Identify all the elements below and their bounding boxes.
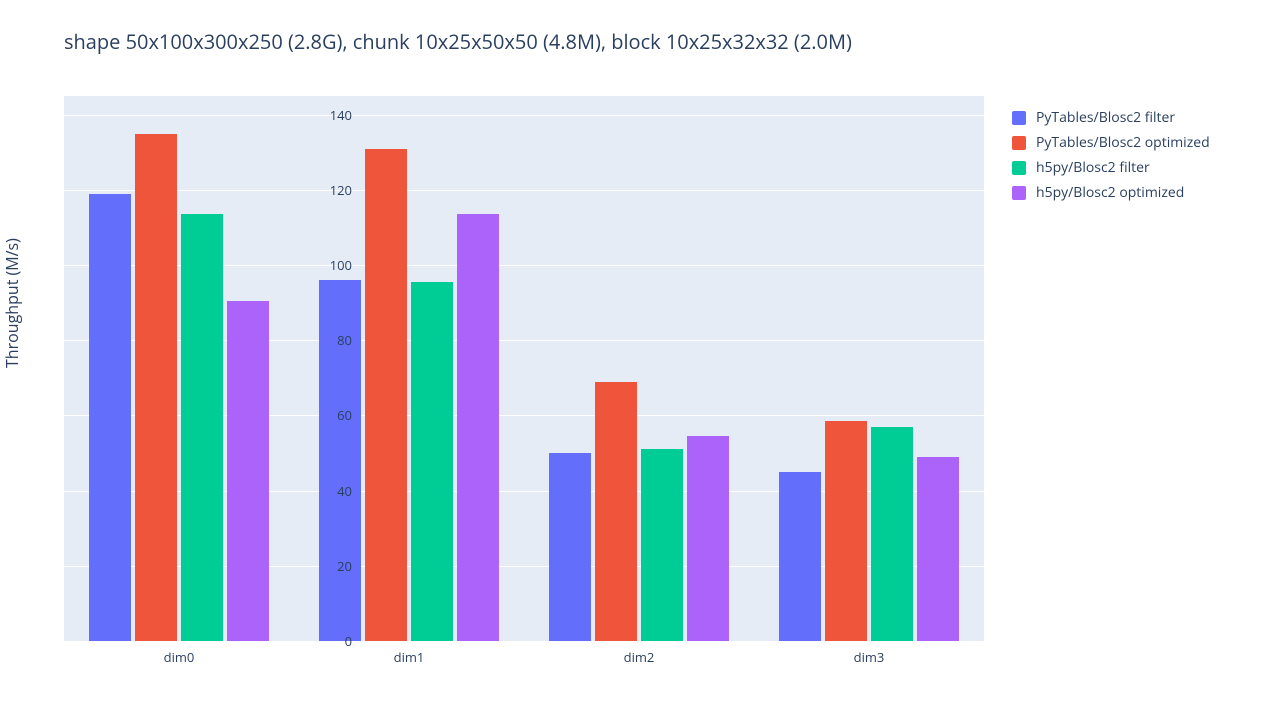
x-tick-label: dim3 (854, 648, 885, 666)
y-tick-label: 40 (292, 482, 352, 500)
x-tick-label: dim0 (164, 648, 195, 666)
bar (227, 301, 268, 641)
chart-title: shape 50x100x300x250 (2.8G), chunk 10x25… (64, 28, 852, 55)
legend-swatch-icon (1012, 136, 1026, 150)
legend-swatch-icon (1012, 186, 1026, 200)
gridline (64, 190, 984, 191)
y-axis-label: Throughput (M/s) (1, 238, 23, 368)
y-tick-label: 20 (292, 557, 352, 575)
bar (641, 449, 682, 641)
bar (825, 421, 866, 641)
bar (917, 457, 958, 641)
bar (89, 194, 130, 641)
bar (779, 472, 820, 641)
x-tick-label: dim2 (624, 648, 655, 666)
y-tick-label: 80 (292, 331, 352, 349)
bar (365, 149, 406, 641)
bar (411, 282, 452, 641)
y-tick-label: 100 (292, 256, 352, 274)
y-tick-label: 140 (292, 106, 352, 124)
bar (457, 214, 498, 641)
y-tick-label: 60 (292, 406, 352, 424)
bar (181, 214, 222, 641)
legend-item[interactable]: PyTables/Blosc2 filter (1012, 108, 1210, 127)
bar (135, 134, 176, 641)
y-tick-label: 120 (292, 181, 352, 199)
x-tick-label: dim1 (394, 648, 425, 666)
legend-swatch-icon (1012, 111, 1026, 125)
legend-label: PyTables/Blosc2 optimized (1036, 133, 1210, 152)
bar (871, 427, 912, 641)
gridline (64, 115, 984, 116)
legend-label: h5py/Blosc2 optimized (1036, 183, 1184, 202)
gridline (64, 641, 984, 642)
y-tick-label: 0 (292, 632, 352, 650)
legend-swatch-icon (1012, 161, 1026, 175)
legend: PyTables/Blosc2 filter PyTables/Blosc2 op… (1012, 108, 1210, 208)
legend-label: PyTables/Blosc2 filter (1036, 108, 1175, 127)
legend-item[interactable]: h5py/Blosc2 filter (1012, 158, 1210, 177)
legend-label: h5py/Blosc2 filter (1036, 158, 1150, 177)
bar (687, 436, 728, 641)
legend-item[interactable]: PyTables/Blosc2 optimized (1012, 133, 1210, 152)
bar (549, 453, 590, 641)
plot-area (64, 96, 984, 641)
chart-container: shape 50x100x300x250 (2.8G), chunk 10x25… (0, 0, 1280, 720)
legend-item[interactable]: h5py/Blosc2 optimized (1012, 183, 1210, 202)
bar (595, 382, 636, 641)
